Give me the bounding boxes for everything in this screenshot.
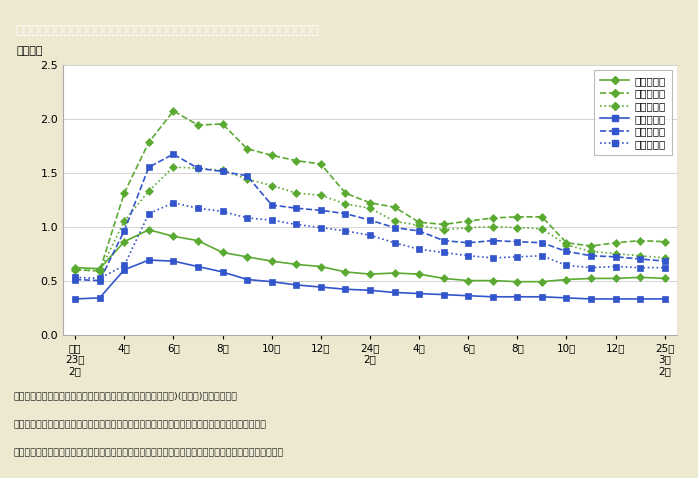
Text: ３．雇用保険の数値は自発的失業や定年退職、その他特例（休業、一時離職）対象分も含む。: ３．雇用保険の数値は自発的失業や定年退職、その他特例（休業、一時離職）対象分も含…: [14, 448, 284, 457]
Legend: 岩手県女性, 宮城県女性, 福島県女性, 岩手県男性, 宮城県男性, 福島県男性: 岩手県女性, 宮城県女性, 福島県女性, 岩手県男性, 宮城県男性, 福島県男性: [594, 70, 672, 155]
Text: 第１－８－７図　岩手県・宮城県・福島県の雇用保険受給者実人員の推移（男女別）: 第１－８－７図 岩手県・宮城県・福島県の雇用保険受給者実人員の推移（男女別）: [15, 24, 319, 37]
Text: ２．雇用保険受給者実人員には、個別延長給付、特別延長給付、広域延長給付を含む。: ２．雇用保険受給者実人員には、個別延長給付、特別延長給付、広域延長給付を含む。: [14, 420, 267, 429]
Text: （万人）: （万人）: [17, 46, 43, 56]
Text: （備考）　１．厚生労働省「被災３県の現在の雇用状況（月次)(男女別)」より作成。: （備考） １．厚生労働省「被災３県の現在の雇用状況（月次)(男女別)」より作成。: [14, 391, 238, 401]
